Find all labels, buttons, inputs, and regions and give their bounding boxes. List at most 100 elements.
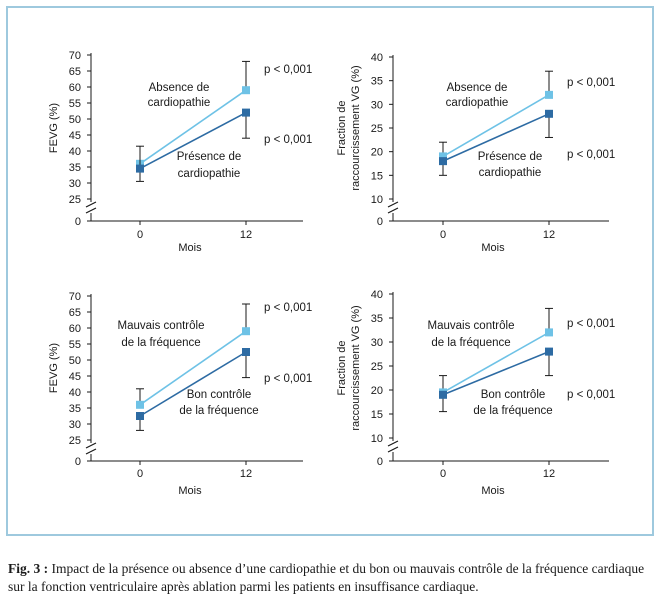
y-tick-label: 10	[371, 433, 383, 445]
axis-break-mark	[387, 201, 399, 208]
x-tick-label: 12	[240, 229, 252, 241]
y-tick-label: 65	[69, 307, 81, 319]
y-tick-label-zero: 0	[377, 216, 383, 228]
y-axis-label-line1: Fraction de	[336, 100, 348, 155]
data-point-marker	[439, 390, 447, 399]
series-annotation: Présence de	[478, 151, 543, 163]
series-dark	[136, 108, 250, 182]
y-tick-label: 25	[69, 435, 81, 447]
series-annotation: Absence de	[447, 82, 508, 94]
x-axis-label: Mois	[481, 485, 505, 497]
y-tick-label: 40	[371, 52, 383, 64]
y-axis-label: FEVG (%)	[48, 343, 60, 393]
y-tick-label: 60	[69, 323, 81, 335]
y-tick-label: 50	[69, 355, 81, 367]
series-annotation: Absence de	[149, 82, 210, 94]
y-tick-label: 55	[69, 98, 81, 110]
p-value-label: p < 0,001	[567, 77, 615, 89]
series-line	[442, 94, 550, 158]
data-point-marker	[545, 328, 553, 337]
y-tick-label: 20	[371, 147, 383, 159]
x-tick-label: 12	[543, 229, 555, 241]
series-annotation: Mauvais contrôle	[118, 320, 205, 332]
series-annotation: Présence de	[177, 151, 242, 163]
series-annotation: Bon contrôle	[187, 389, 252, 401]
y-tick-label: 40	[69, 387, 81, 399]
data-point-marker	[136, 164, 144, 173]
series-annotation: cardiopathie	[148, 97, 211, 109]
x-axis-label: Mois	[481, 242, 505, 254]
p-value-label: p < 0,001	[567, 389, 615, 401]
y-tick-label: 35	[69, 403, 81, 415]
x-axis-label: Mois	[178, 242, 202, 254]
y-tick-label: 30	[371, 99, 383, 111]
p-value-label: p < 0,001	[264, 134, 312, 146]
y-tick-label: 65	[69, 66, 81, 78]
y-tick-label: 25	[371, 361, 383, 373]
p-value-label: p < 0,001	[264, 64, 312, 76]
x-tick-label: 0	[440, 229, 446, 241]
series-annotation: cardiopathie	[446, 97, 509, 109]
y-tick-label: 40	[69, 146, 81, 158]
axis-break-mark	[387, 207, 399, 214]
series-annotation: de la fréquence	[121, 337, 200, 349]
axis-break-mark	[85, 207, 97, 214]
data-point-marker	[545, 347, 553, 356]
y-tick-label: 35	[371, 313, 383, 325]
series-line	[139, 351, 247, 417]
series-annotation: cardiopathie	[178, 168, 241, 180]
series-annotation: Mauvais contrôle	[428, 320, 515, 332]
x-tick-label: 0	[137, 468, 143, 480]
series-line	[442, 350, 550, 396]
y-axis-label-line1: Fraction de	[336, 340, 348, 395]
chart-panel-1: 25 30 35 40 45 50 55 60 65 70 0 0 12 Mois FEVG (%) Abse…	[48, 50, 312, 254]
series-annotation: de la fréquence	[431, 337, 510, 349]
chart-panel-4: 10 15 20 25 30 35 40 0 0 12 Mois Fraction de raccour…	[336, 289, 615, 497]
p-value-label: p < 0,001	[567, 149, 615, 161]
series-annotation: Bon contrôle	[481, 389, 546, 401]
x-tick-label: 0	[440, 468, 446, 480]
axis-break-mark	[387, 440, 399, 447]
x-tick-label: 0	[137, 229, 143, 241]
y-axis-label-line2: raccourcissement VG (%)	[350, 65, 362, 190]
y-axis-label-line2: raccourcissement VG (%)	[350, 305, 362, 430]
y-tick-label: 35	[371, 76, 383, 88]
data-point-marker	[242, 86, 250, 95]
y-tick-label: 25	[69, 194, 81, 206]
y-tick-label: 30	[371, 337, 383, 349]
x-tick-label: 12	[543, 468, 555, 480]
caption-label: Fig. 3 :	[8, 561, 49, 576]
y-tick-label: 25	[371, 123, 383, 135]
series-light	[439, 70, 553, 161]
p-value-label: p < 0,001	[567, 318, 615, 330]
data-point-marker	[545, 90, 553, 99]
y-tick-label: 50	[69, 114, 81, 126]
y-tick-label: 70	[69, 50, 81, 62]
y-tick-label: 45	[69, 130, 81, 142]
p-value-label: p < 0,001	[264, 302, 312, 314]
series-dark	[136, 348, 250, 431]
series-dark	[439, 347, 553, 413]
y-tick-label: 40	[371, 289, 383, 301]
series-light	[136, 303, 250, 409]
series-annotation: cardiopathie	[479, 167, 542, 179]
axis-break-mark	[85, 442, 97, 449]
data-point-marker	[439, 157, 447, 166]
data-point-marker	[136, 412, 144, 420]
y-tick-label: 55	[69, 339, 81, 351]
series-annotation: de la fréquence	[179, 405, 258, 417]
y-tick-label-zero: 0	[75, 216, 81, 228]
series-dark	[439, 109, 553, 176]
x-tick-label: 12	[240, 468, 252, 480]
series-annotation: de la fréquence	[473, 405, 552, 417]
data-point-marker	[136, 400, 144, 409]
data-point-marker	[242, 348, 250, 356]
y-tick-label-zero: 0	[75, 456, 81, 468]
series-line	[442, 113, 550, 162]
x-axis-label: Mois	[178, 485, 202, 497]
y-tick-label: 35	[69, 162, 81, 174]
y-tick-label: 15	[371, 170, 383, 182]
data-point-marker	[242, 327, 250, 336]
y-tick-label: 20	[371, 385, 383, 397]
chart-panel-3: 25 30 35 40 45 50 55 60 65 70 0 0 12 Mois FEVG (%) Mauv…	[48, 291, 312, 497]
